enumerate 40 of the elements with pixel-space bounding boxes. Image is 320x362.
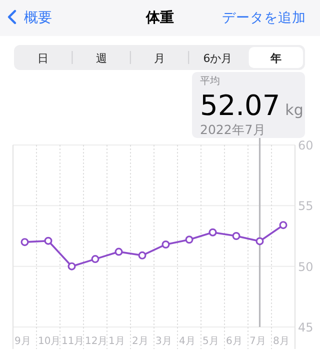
point <box>114 248 123 256</box>
point <box>138 251 146 260</box>
y-tick-label: 45 <box>298 320 314 334</box>
x-tick-label: 4月 <box>179 336 196 347</box>
x-tick-label: 1月 <box>108 336 125 347</box>
point <box>232 232 240 240</box>
x-tick-label: 8月 <box>273 336 290 347</box>
y-axis-title: kg <box>285 101 304 119</box>
text: 6か月 <box>203 52 232 65</box>
text: 年 <box>269 52 282 65</box>
x-tick-label: 6月 <box>226 336 242 347</box>
point <box>256 237 264 246</box>
y-tick-label: 55 <box>298 199 314 214</box>
point <box>44 236 52 245</box>
point <box>68 262 76 270</box>
x-tick-label: 3月 <box>156 336 172 347</box>
point <box>91 255 100 264</box>
text: 日 <box>38 52 49 65</box>
point <box>162 240 170 248</box>
text: 概要 <box>24 10 52 26</box>
x-tick-label: 10月 <box>38 336 61 347</box>
text: 平均 <box>200 75 220 87</box>
x-tick-label: 7月 <box>250 336 266 347</box>
text: 52.07 <box>200 89 280 122</box>
text: 週 <box>96 52 107 65</box>
text: データを追加 <box>222 10 306 26</box>
x-tick-label: 5月 <box>202 336 219 347</box>
point <box>185 236 194 244</box>
x-tick-label: 9月 <box>14 336 31 347</box>
chart-title: 体重 <box>145 10 174 26</box>
x-tick-label: 2月 <box>132 336 148 347</box>
point <box>20 238 29 246</box>
x-tick-label: 12月 <box>85 336 108 347</box>
x-tick-label: 11月 <box>62 336 84 347</box>
point <box>279 221 288 230</box>
point <box>208 228 217 236</box>
text: 2022年7月 <box>200 122 266 137</box>
text: 月 <box>154 52 165 65</box>
y-tick-label: 60 <box>298 138 314 152</box>
y-tick-label: 50 <box>298 260 314 274</box>
